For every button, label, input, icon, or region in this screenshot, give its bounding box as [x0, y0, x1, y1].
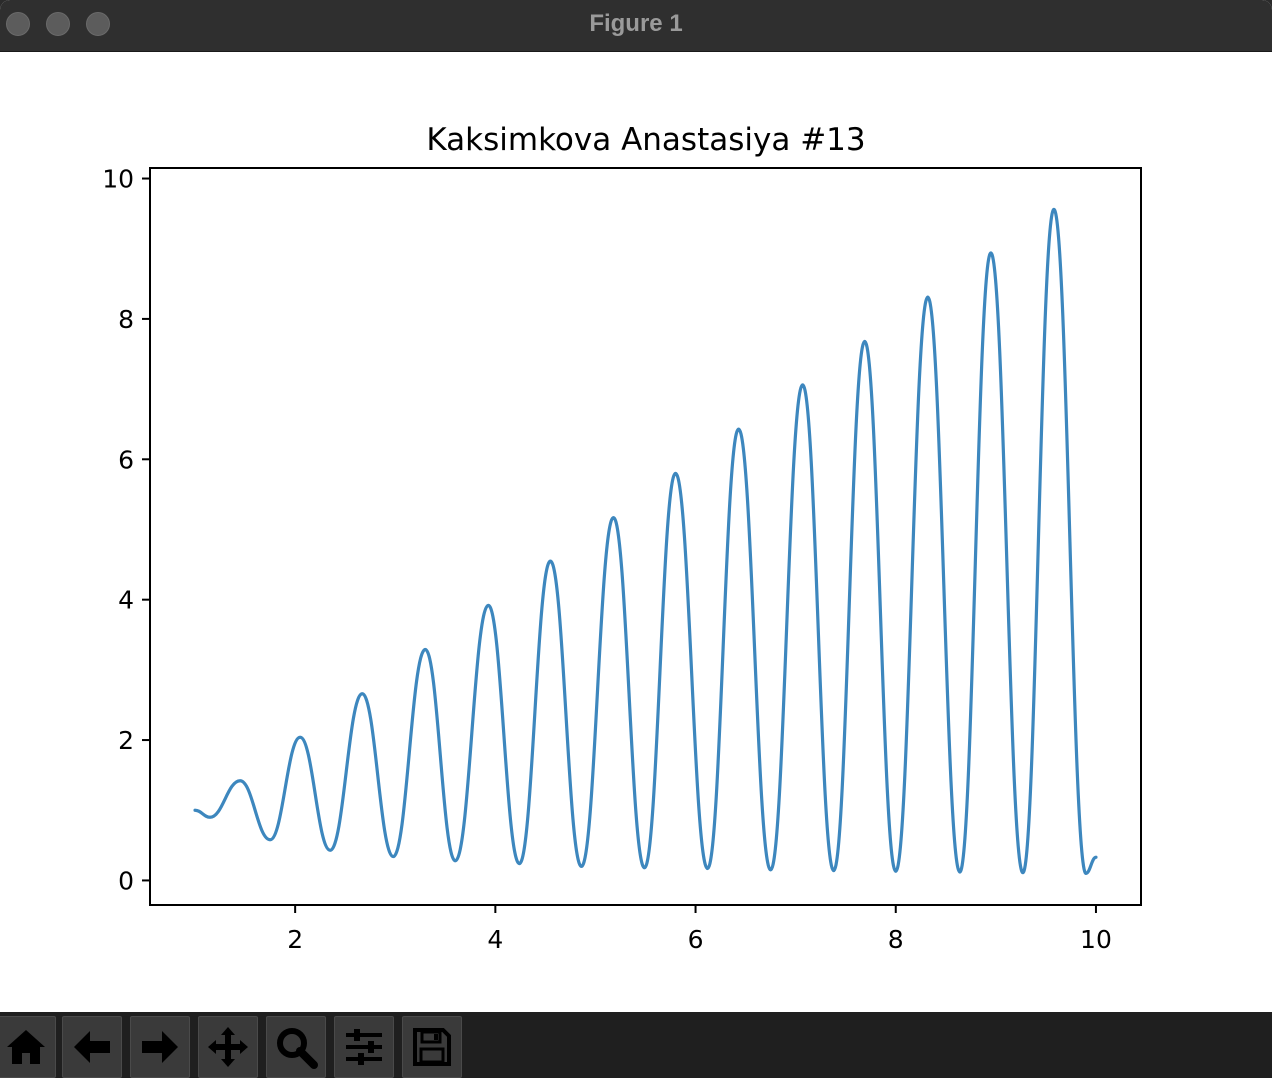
- x-tick-label: 4: [487, 925, 503, 954]
- y-tick-label: 0: [118, 866, 134, 895]
- back-button[interactable]: [62, 1016, 122, 1078]
- floppy-disk-icon: [413, 1028, 451, 1066]
- arrow-right-icon: [142, 1031, 178, 1063]
- configure-subplots-button[interactable]: [334, 1016, 394, 1078]
- y-tick-label: 10: [102, 165, 134, 194]
- home-button[interactable]: [0, 1016, 56, 1078]
- magnifier-icon: [277, 1028, 318, 1069]
- axes-frame: [149, 167, 1142, 906]
- x-tick-label: 8: [888, 925, 904, 954]
- y-tick-label: 2: [118, 726, 134, 755]
- home-icon: [7, 1030, 45, 1064]
- x-tick-label: 6: [688, 925, 704, 954]
- pan-button[interactable]: [198, 1016, 258, 1078]
- y-tick-label: 6: [118, 445, 134, 474]
- zoom-window-button[interactable]: [86, 12, 110, 36]
- zoom-button[interactable]: [266, 1016, 326, 1078]
- sliders-icon: [346, 1029, 382, 1065]
- window-title: Figure 1: [589, 10, 683, 37]
- save-button[interactable]: [402, 1016, 462, 1078]
- series-line-0: [193, 207, 1098, 876]
- y-tick-label: 4: [118, 586, 134, 615]
- arrow-left-icon: [74, 1031, 110, 1063]
- forward-button[interactable]: [130, 1016, 190, 1078]
- navigation-toolbar: [0, 1012, 1272, 1078]
- line-chart[interactable]: Kaksimkova Anastasiya #13 2 4 6 8 10 0 2 4 6 8 10: [0, 52, 1268, 1012]
- x-tick-label: 10: [1080, 925, 1112, 954]
- title-bar[interactable]: Figure 1: [0, 0, 1272, 52]
- x-tick-label: 2: [287, 925, 303, 954]
- chart-title: Kaksimkova Anastasiya #13: [426, 122, 865, 158]
- minimize-window-button[interactable]: [46, 12, 70, 36]
- move-icon: [208, 1027, 248, 1067]
- y-tick-label: 8: [118, 305, 134, 334]
- close-window-button[interactable]: [6, 12, 30, 36]
- figure-canvas[interactable]: Kaksimkova Anastasiya #13 2 4 6 8 10 0 2 4 6 8 10: [0, 52, 1268, 1012]
